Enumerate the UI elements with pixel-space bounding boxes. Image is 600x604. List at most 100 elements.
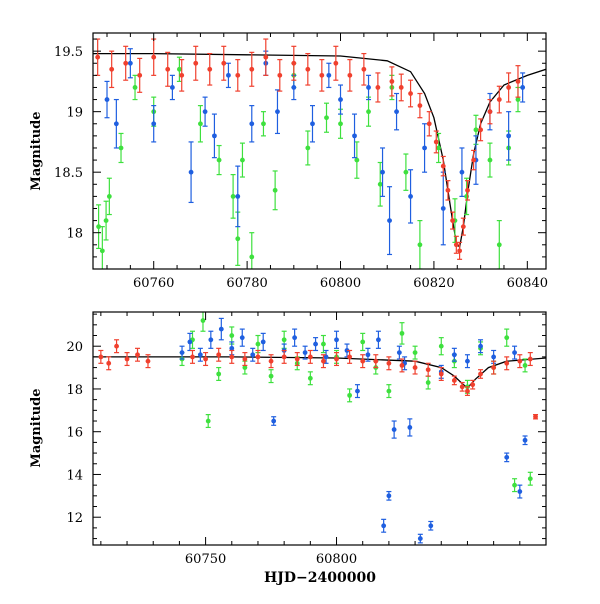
- data-point: [218, 326, 224, 332]
- data-point: [398, 85, 404, 90]
- data-point: [118, 145, 124, 151]
- data-point: [263, 54, 269, 60]
- data-point: [198, 121, 203, 127]
- y-tick-label: 18.5: [54, 166, 83, 181]
- top-panel-frame: [92, 32, 547, 270]
- data-point: [465, 187, 470, 193]
- data-point: [422, 145, 427, 151]
- x-tick-label: 60820: [413, 276, 454, 291]
- data-point: [169, 85, 175, 90]
- data-point: [412, 365, 418, 370]
- data-point: [426, 121, 432, 127]
- data-point: [249, 66, 255, 72]
- data-point: [376, 337, 381, 343]
- data-point: [347, 392, 353, 398]
- data-point: [188, 169, 194, 175]
- data-point: [381, 523, 387, 529]
- data-point: [520, 85, 526, 90]
- data-point: [465, 388, 470, 394]
- data-point: [179, 350, 185, 356]
- data-point: [240, 157, 245, 163]
- data-point: [106, 193, 112, 199]
- data-point: [200, 318, 206, 323]
- data-point: [386, 360, 392, 366]
- data-point: [176, 66, 182, 72]
- top-panel-data-layer: [93, 38, 546, 269]
- data-point: [216, 157, 222, 163]
- y-tick-label: 19.5: [54, 45, 83, 60]
- data-point: [417, 536, 423, 541]
- data-point: [377, 181, 383, 187]
- y-tick-label: 18: [66, 227, 83, 242]
- data-point: [338, 121, 343, 127]
- model-curve: [93, 52, 546, 249]
- top-panel-ticks: 60760 60780 60800 60820 60840 18 18.5 19 19.5: [54, 33, 548, 291]
- data-point: [281, 354, 287, 360]
- data-point: [417, 242, 423, 248]
- data-point: [103, 218, 109, 223]
- data-point: [226, 72, 231, 78]
- x-tick-label: 60800: [320, 276, 361, 291]
- data-point: [261, 121, 266, 127]
- data-point: [104, 97, 110, 102]
- data-point: [216, 352, 222, 358]
- data-point: [407, 425, 413, 430]
- data-point: [99, 248, 105, 254]
- data-point: [207, 66, 213, 72]
- data-point: [471, 157, 477, 163]
- data-point: [151, 121, 157, 127]
- data-point: [457, 248, 463, 254]
- data-point: [271, 418, 277, 424]
- data-point: [352, 133, 357, 139]
- data-point: [347, 72, 353, 78]
- data-point: [360, 358, 366, 364]
- data-point: [512, 350, 517, 356]
- data-point: [396, 350, 402, 356]
- data-point: [522, 363, 528, 368]
- data-point: [386, 388, 392, 394]
- data-point: [451, 352, 457, 358]
- data-point: [197, 352, 203, 358]
- data-point: [496, 242, 502, 248]
- data-point: [268, 358, 274, 364]
- data-point: [321, 358, 326, 364]
- data-point: [151, 54, 157, 60]
- x-axis-label: HJD−2400000: [264, 570, 376, 586]
- data-point: [275, 109, 280, 115]
- data-point: [451, 378, 457, 383]
- data-point: [386, 493, 392, 499]
- data-point: [334, 356, 339, 362]
- data-point: [106, 360, 112, 366]
- data-point: [307, 354, 313, 360]
- x-tick-label: 60750: [185, 552, 226, 567]
- data-point: [268, 373, 274, 379]
- data-point: [291, 60, 297, 66]
- bottom-panel-ticks: 60750 60800 12 14 16 18 20: [66, 312, 547, 567]
- data-point: [333, 60, 339, 66]
- data-point: [360, 339, 366, 345]
- data-point: [135, 352, 140, 358]
- data-point: [235, 193, 241, 199]
- data-point: [399, 330, 405, 336]
- data-point: [459, 169, 465, 175]
- data-point: [250, 352, 256, 358]
- data-point: [425, 380, 431, 385]
- data-point: [473, 127, 479, 133]
- data-point: [323, 354, 329, 360]
- data-point: [387, 218, 392, 223]
- data-point: [425, 367, 431, 373]
- data-point: [205, 418, 211, 424]
- data-point: [464, 193, 470, 199]
- data-point: [440, 206, 446, 211]
- data-point: [478, 343, 483, 349]
- data-point: [145, 358, 151, 364]
- data-point: [412, 350, 418, 356]
- data-point: [438, 343, 444, 349]
- data-point: [202, 109, 208, 115]
- data-point: [249, 121, 255, 127]
- data-point: [428, 523, 434, 529]
- data-point: [260, 339, 266, 345]
- data-point: [137, 72, 143, 78]
- data-point: [291, 85, 297, 90]
